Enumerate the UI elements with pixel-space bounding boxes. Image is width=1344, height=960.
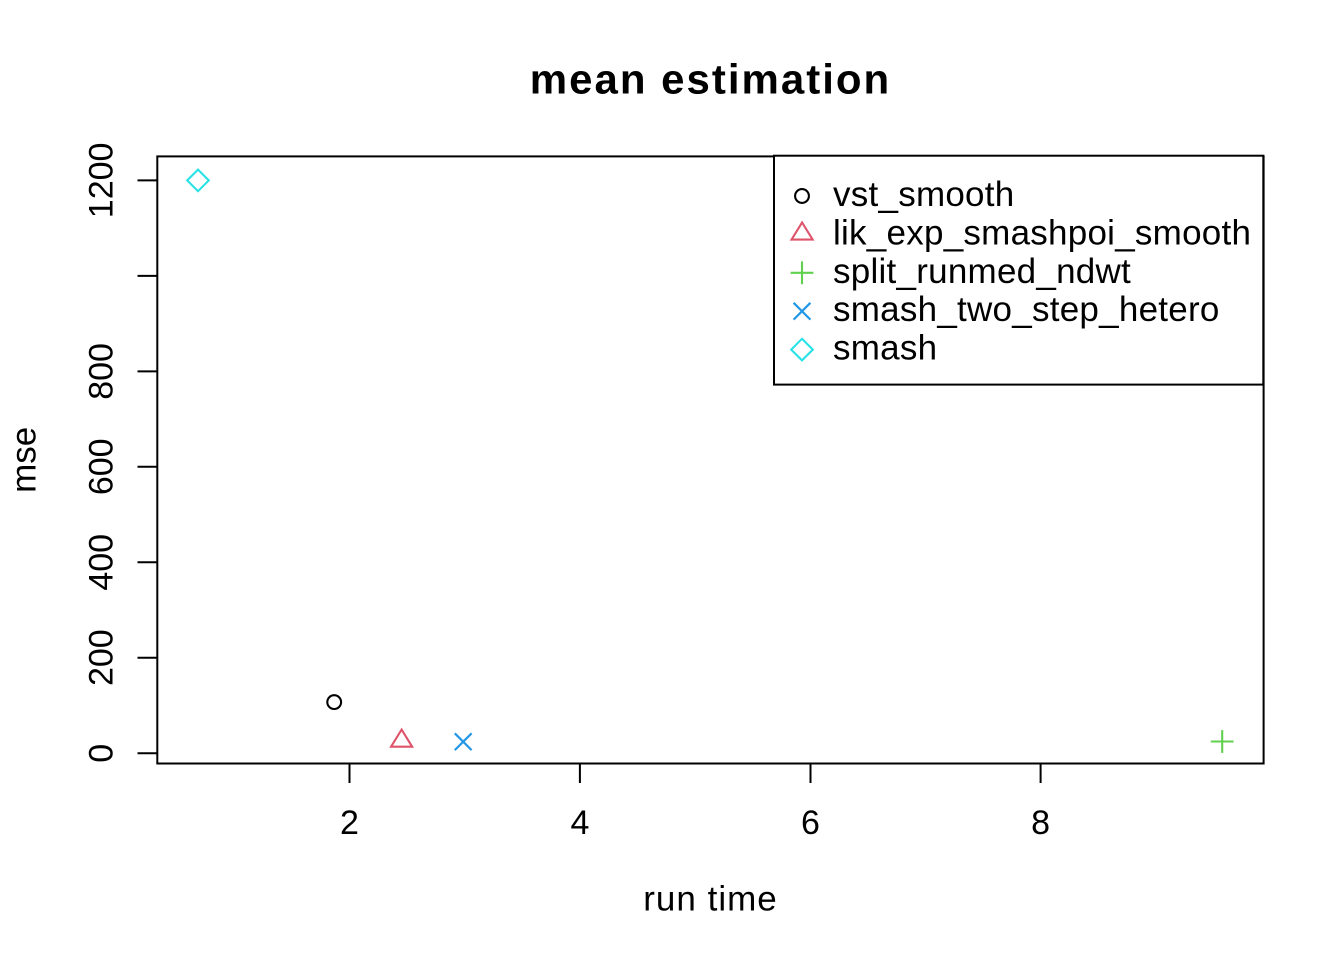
- svg-text:1200: 1200: [83, 143, 121, 219]
- svg-text:600: 600: [83, 438, 121, 495]
- svg-text:6: 6: [801, 804, 820, 842]
- svg-text:800: 800: [83, 343, 121, 400]
- svg-text:0: 0: [83, 744, 121, 763]
- svg-text:400: 400: [83, 534, 121, 591]
- svg-text:200: 200: [83, 629, 121, 686]
- svg-text:mse: mse: [5, 427, 44, 493]
- svg-text:smash_two_step_hetero: smash_two_step_hetero: [833, 290, 1220, 329]
- svg-text:8: 8: [1031, 804, 1050, 842]
- svg-text:2: 2: [340, 804, 359, 842]
- svg-text:lik_exp_smashpoi_smooth: lik_exp_smashpoi_smooth: [833, 213, 1251, 252]
- svg-text:smash: smash: [833, 329, 937, 368]
- svg-text:4: 4: [570, 804, 589, 842]
- svg-text:split_runmed_ndwt: split_runmed_ndwt: [833, 252, 1131, 291]
- svg-text:vst_smooth: vst_smooth: [833, 175, 1014, 214]
- svg-text:run time: run time: [643, 880, 777, 919]
- svg-text:mean estimation: mean estimation: [530, 56, 891, 103]
